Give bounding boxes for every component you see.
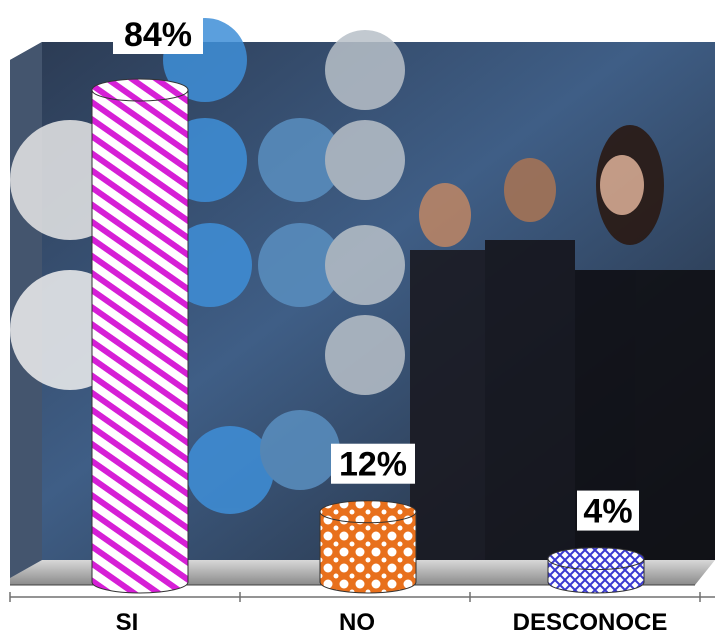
bar-desconoce [547,547,645,594]
x-tick-label-no: NO [339,609,375,635]
data-label-no: 12% [331,443,415,484]
data-label-si: 84% [113,14,203,54]
bar-si [91,78,189,594]
svg-text:84%: 84% [124,16,192,54]
svg-text:4%: 4% [583,493,632,531]
x-tick-label-desconoce: DESCONOCE [513,609,668,635]
data-label-desconoce: 4% [577,490,639,531]
svg-text:12%: 12% [339,446,407,484]
x-tick-label-si: SI [116,609,139,635]
bar-no [319,500,417,594]
